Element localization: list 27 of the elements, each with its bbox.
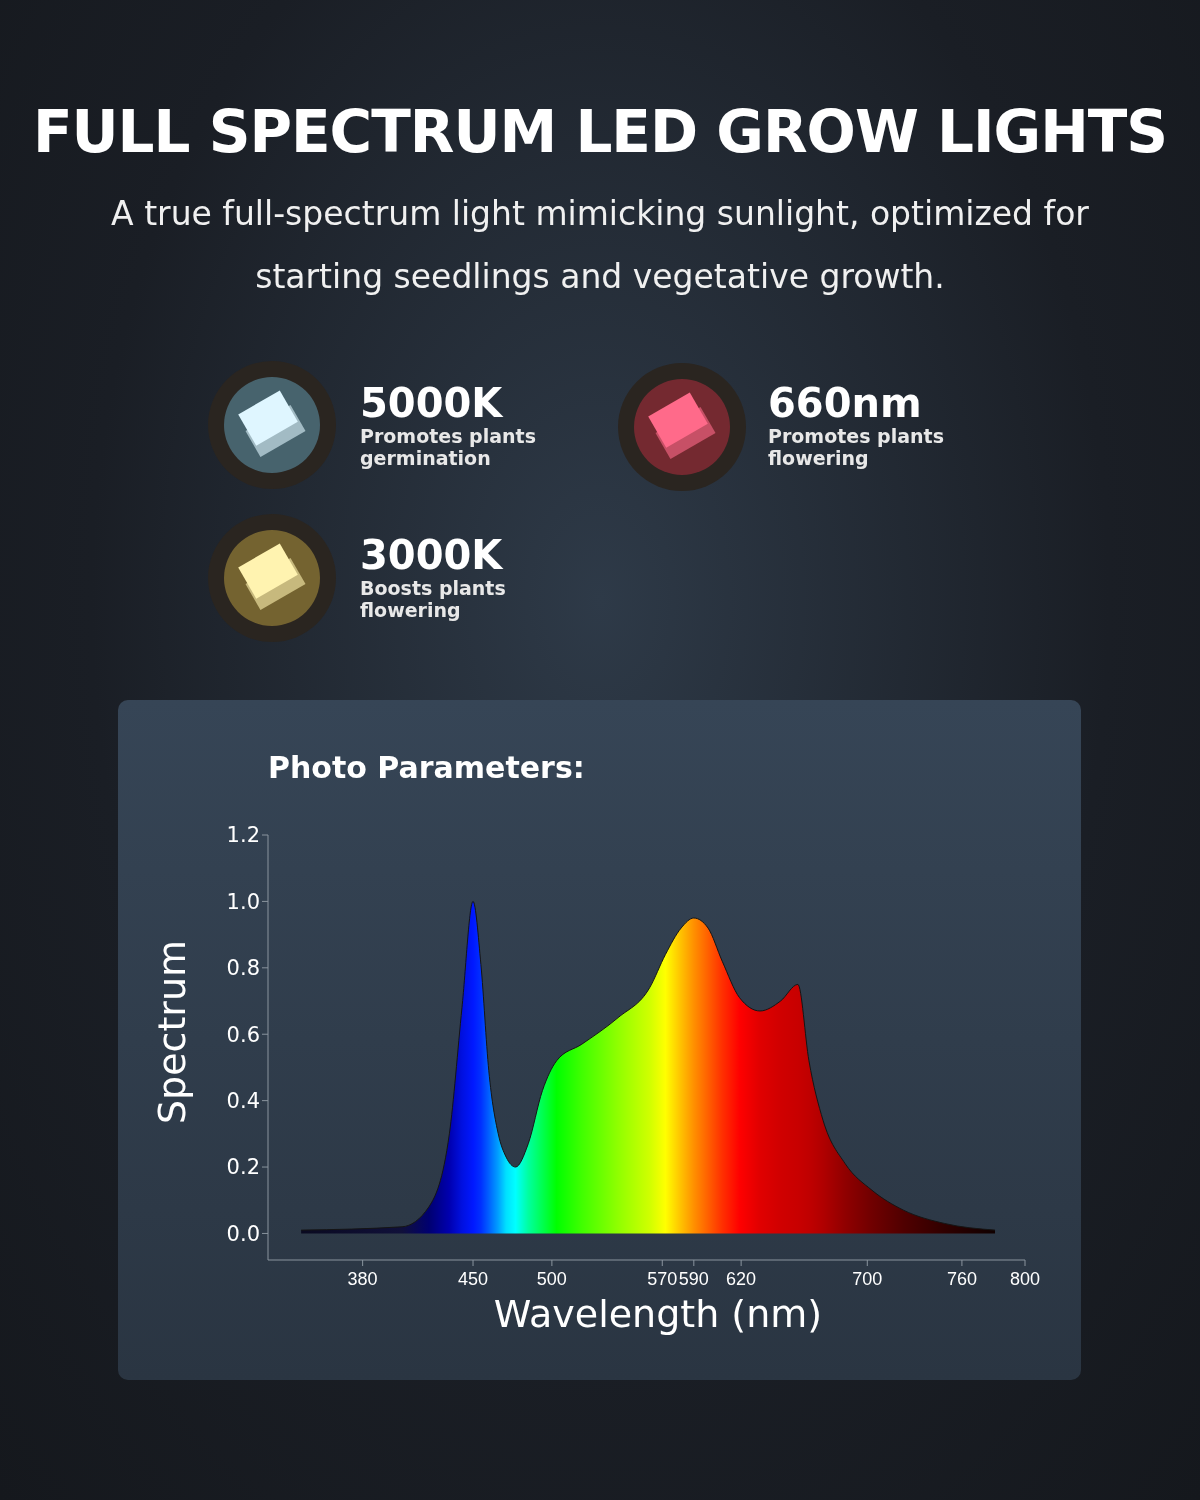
x-axis-title: Wavelength (nm) [492, 1292, 824, 1336]
y-tick-label: 0.6 [226, 1022, 260, 1047]
y-tick-label: 0.0 [226, 1221, 260, 1246]
text: Photo Parameters: [268, 750, 585, 785]
text: Promotes plants flowering [768, 425, 945, 469]
chart-title: FULL SPECTRUM LED GROW LIGHTS [31, 98, 1169, 166]
y-tick-label: 1.0 [226, 889, 260, 914]
text: Promotes plants germination [360, 425, 537, 469]
text: 5000K [360, 380, 503, 426]
x-tick-label: 760 [946, 1268, 977, 1289]
text: Boosts plants flowering [360, 577, 507, 621]
x-tick-label: 380 [347, 1268, 378, 1289]
y-axis-title: Spectrum [150, 939, 194, 1125]
y-tick-label: 0.8 [226, 956, 260, 981]
x-tick-label: 500 [536, 1268, 567, 1289]
x-tick-label: 700 [852, 1268, 883, 1289]
x-tick-label: 800 [1009, 1268, 1041, 1289]
x-tick-label: 620 [726, 1268, 757, 1289]
y-tick-label: 0.2 [226, 1155, 260, 1180]
x-tick-label: 450 [458, 1268, 489, 1289]
text: 3000K [360, 532, 503, 578]
x-tick-label: 570 [647, 1268, 678, 1289]
y-tick-label: 0.4 [226, 1089, 260, 1114]
text: 660nm [768, 380, 922, 426]
chart-subtitle: A true full-spectrum light mimicking sunlight, optimized for starting seedlings and vegetative growth. [110, 193, 1090, 298]
y-tick-label: 1.2 [226, 823, 260, 848]
x-tick-label: 590 [678, 1268, 709, 1289]
